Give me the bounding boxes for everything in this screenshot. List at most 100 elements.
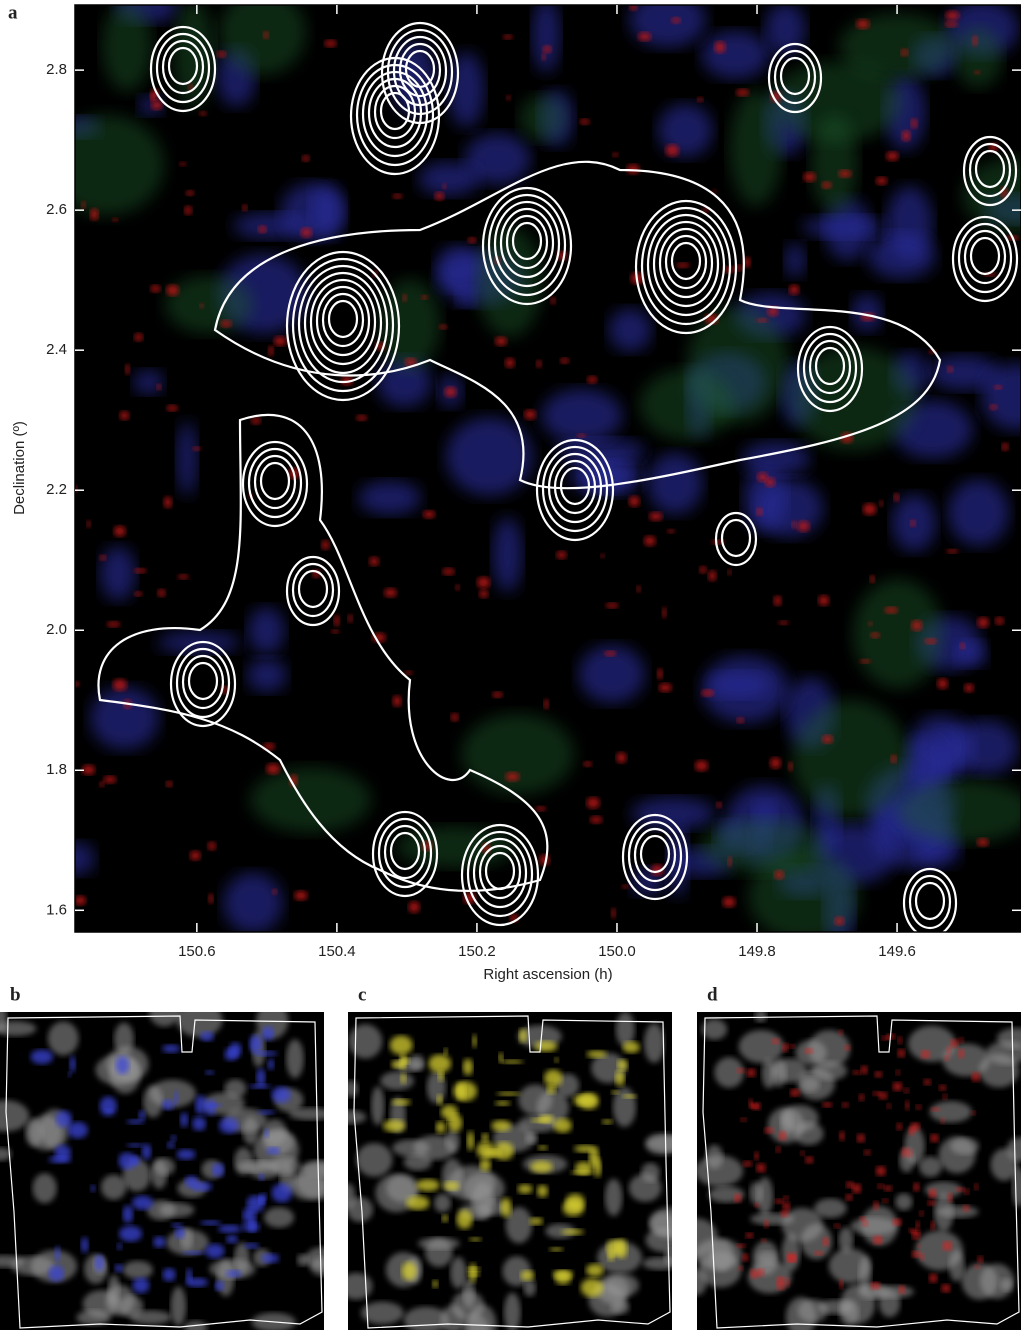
color-emission — [443, 1181, 460, 1191]
red-emission — [893, 492, 900, 502]
red-emission — [151, 100, 163, 110]
color-emission — [736, 1243, 746, 1249]
red-emission — [976, 838, 989, 847]
color-emission — [585, 1263, 604, 1277]
blue-emission — [89, 686, 160, 750]
red-emission — [263, 742, 275, 751]
grey-emission — [386, 1174, 419, 1203]
grey-emission — [505, 1206, 533, 1244]
grey-emission — [176, 1012, 223, 1038]
color-emission — [754, 1202, 760, 1208]
grey-emission — [767, 1107, 805, 1144]
color-emission — [166, 1141, 175, 1149]
color-emission — [776, 1276, 786, 1285]
color-emission — [617, 1059, 628, 1071]
red-emission — [797, 520, 810, 532]
contour — [213, 160, 942, 490]
contour — [291, 562, 335, 618]
color-emission — [942, 1241, 953, 1251]
red-emission — [502, 34, 514, 40]
blue-emission — [532, 5, 561, 73]
color-emission — [246, 1195, 265, 1213]
color-emission — [182, 1250, 206, 1255]
color-emission — [905, 1100, 910, 1111]
red-emission — [822, 734, 833, 744]
blue-emission — [137, 95, 164, 116]
color-emission — [132, 1195, 154, 1211]
grey-emission — [950, 1137, 980, 1155]
blue-emission — [223, 872, 283, 932]
color-emission — [48, 1155, 72, 1164]
contour — [652, 220, 720, 308]
contour — [285, 555, 341, 627]
color-emission — [774, 1198, 784, 1204]
green-emission — [748, 852, 860, 932]
color-emission — [500, 1197, 512, 1218]
red-emission — [587, 376, 598, 384]
red-emission — [743, 256, 751, 268]
contour — [720, 518, 752, 558]
red-emission — [347, 614, 353, 623]
grey-emission — [403, 1153, 432, 1171]
color-emission — [224, 1047, 238, 1061]
color-emission — [248, 1035, 262, 1054]
color-emission — [745, 1232, 754, 1239]
color-emission — [126, 1119, 145, 1125]
grey-emission — [604, 1178, 623, 1217]
color-emission — [261, 1253, 280, 1264]
color-emission — [481, 1133, 489, 1143]
green-emission — [954, 26, 1003, 88]
red-emission — [658, 683, 672, 692]
contour — [493, 200, 561, 288]
blue-emission — [647, 452, 703, 515]
red-emission — [556, 550, 567, 559]
color-emission — [911, 1232, 920, 1240]
contour — [285, 250, 401, 402]
blue-emission — [435, 245, 482, 291]
red-emission — [392, 695, 402, 707]
color-emission — [615, 1238, 628, 1259]
color-emission — [192, 1116, 207, 1131]
color-emission — [200, 1031, 215, 1042]
color-emission — [898, 1285, 906, 1294]
color-emission — [263, 1128, 270, 1138]
grey-emission — [838, 1227, 854, 1253]
red-emission — [1001, 442, 1009, 451]
color-emission — [943, 1055, 950, 1061]
x-tick-label: 150.0 — [598, 943, 636, 960]
color-emission — [920, 1050, 931, 1059]
grey-emission — [812, 1061, 848, 1081]
blue-emission — [455, 286, 477, 307]
color-emission — [162, 1099, 174, 1111]
color-emission — [839, 1279, 844, 1289]
red-emission — [636, 585, 641, 593]
contour — [487, 193, 567, 297]
red-emission — [722, 896, 736, 908]
red-emission — [736, 89, 750, 97]
color-emission — [805, 1156, 814, 1164]
color-emission — [180, 1112, 189, 1128]
color-emission — [601, 1119, 613, 1125]
contour — [902, 867, 958, 932]
contour — [373, 84, 417, 140]
color-emission — [30, 1049, 54, 1065]
color-emission — [517, 1184, 533, 1194]
color-emission — [622, 1041, 640, 1054]
grey-emission — [242, 1116, 259, 1145]
grey-emission — [643, 1023, 665, 1063]
red-emission — [875, 176, 888, 185]
color-emission — [138, 1110, 146, 1121]
color-emission — [957, 1048, 965, 1059]
red-emission — [765, 477, 776, 487]
color-emission — [443, 1047, 449, 1056]
red-emission — [666, 528, 676, 534]
color-emission — [173, 1090, 179, 1106]
color-emission — [910, 1122, 920, 1132]
contour — [767, 42, 823, 114]
blue-emission — [701, 30, 770, 79]
red-emission — [157, 589, 166, 597]
color-emission — [874, 1071, 883, 1078]
red-emission — [959, 642, 966, 650]
color-emission — [875, 1166, 886, 1176]
red-emission — [629, 5, 638, 11]
